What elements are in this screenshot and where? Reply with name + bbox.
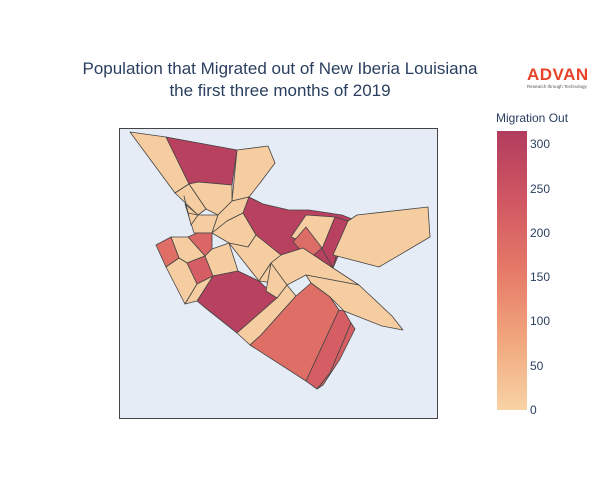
advan-logo: ADVAN Research through Technology [527,66,595,90]
colorbar-title: Migration Out [496,111,569,125]
colorbar-tick-150: 150 [530,270,551,285]
region-12[interactable] [332,206,431,268]
logo-tagline: Research through Technology [527,84,587,89]
map-title: Population that Migrated out of New Iber… [40,58,520,102]
colorbar-tick-200: 200 [530,225,551,240]
map-area[interactable] [119,128,438,419]
colorbar-gradient [497,131,527,410]
colorbar-tick-100: 100 [530,314,551,329]
region-20[interactable] [204,242,239,277]
region-30[interactable] [183,195,199,226]
colorbar-tick-0: 0 [530,403,537,417]
region-15[interactable] [258,247,360,286]
region-5[interactable] [174,183,207,216]
title-line-1: Population that Migrated out of New Iber… [82,59,478,78]
region-28[interactable] [316,322,356,390]
choropleth-map[interactable] [120,129,439,420]
region-22[interactable] [165,257,198,305]
region-23[interactable] [184,275,214,305]
colorbar-tick-50: 50 [530,358,544,373]
logo-wordmark: ADVAN [527,65,589,84]
region-3[interactable] [231,145,276,202]
region-29[interactable] [265,262,288,299]
colorbar-tick-250: 250 [530,181,551,196]
colorbar-tick-300: 300 [530,137,551,152]
title-line-2: the first three months of 2019 [169,81,391,100]
